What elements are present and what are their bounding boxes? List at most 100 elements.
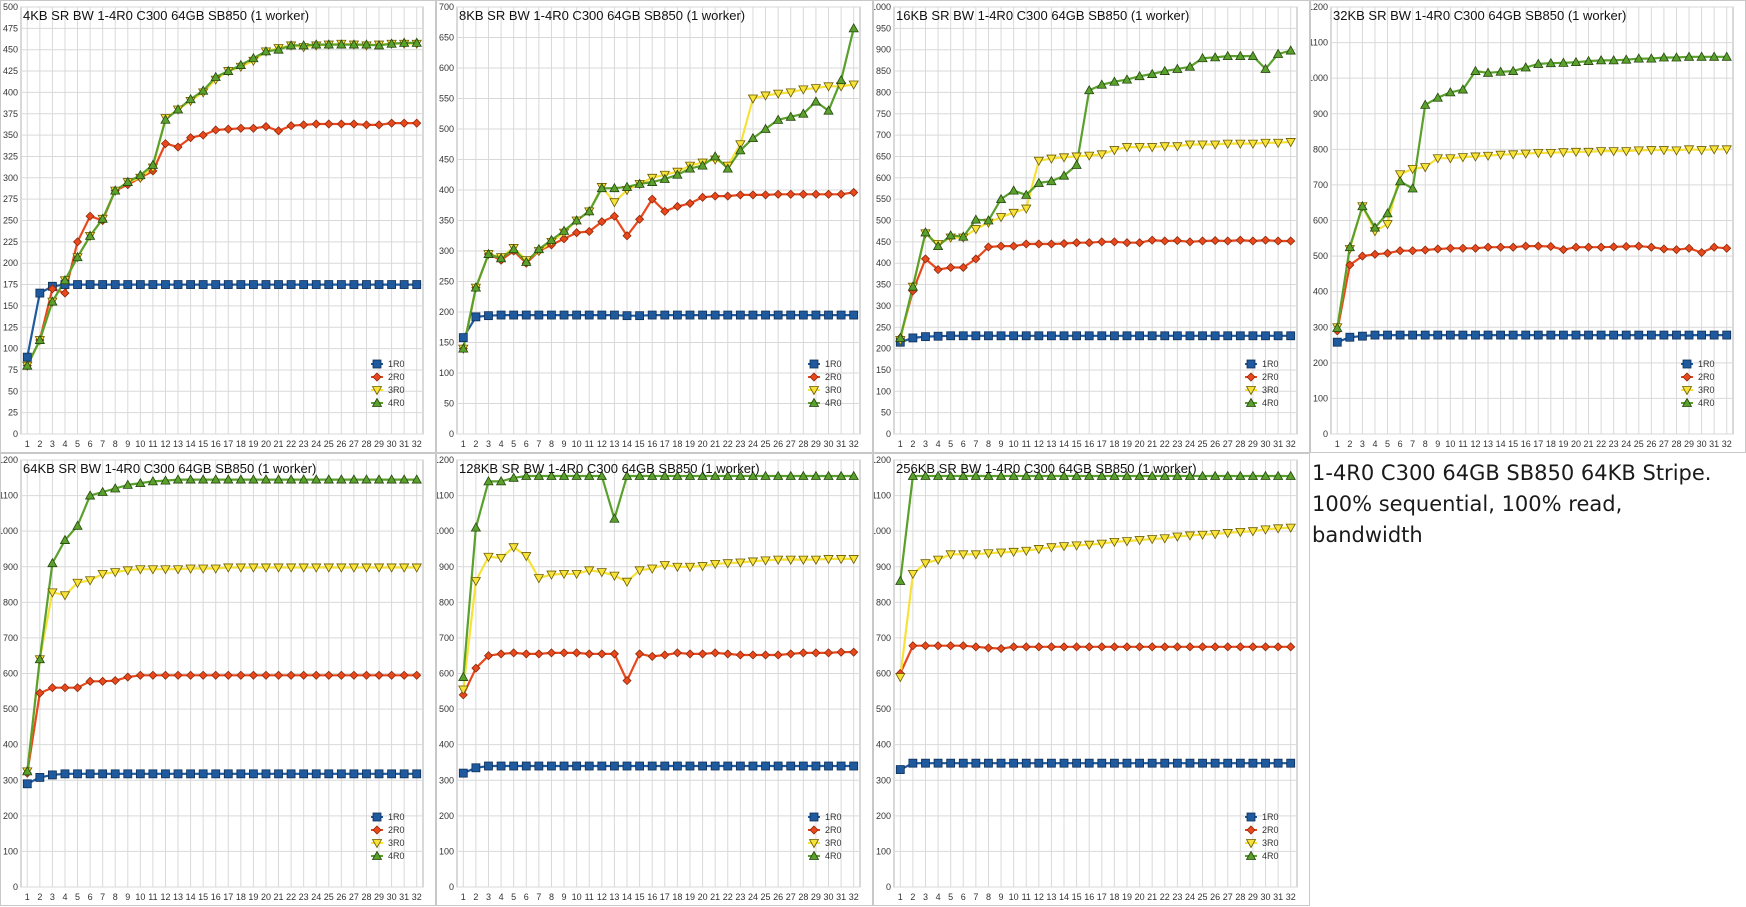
data-point-4R0	[84, 230, 96, 240]
data-point-2R0	[723, 649, 733, 659]
data-point-3R0	[1096, 150, 1107, 160]
data-point-1R0	[223, 280, 233, 289]
data-point-2R0	[760, 650, 771, 660]
data-point-4R0	[1096, 470, 1107, 480]
data-point-4R0	[1109, 470, 1120, 480]
x-tick-label: 22	[723, 892, 733, 902]
data-point-2R0	[748, 190, 758, 200]
x-tick-label: 4	[62, 892, 67, 902]
data-point-4R0	[546, 470, 557, 480]
data-point-3R0	[1533, 148, 1544, 159]
chart-svg: 0 100 200 300 400 500 600 700 800 900 1000 1100 1200…	[1311, 2, 1734, 449]
data-point-3R0	[1184, 140, 1196, 150]
chart-svg: 0 50 100 150 200 250 300 350 400 450 500 550 600 650 7…	[439, 2, 861, 449]
data-point-4R0	[1247, 50, 1259, 61]
data-point-4R0	[348, 474, 360, 484]
data-point-2R0	[1147, 235, 1157, 245]
data-point-4R0	[895, 575, 906, 585]
data-point-2R0	[98, 676, 108, 686]
x-tick-label: 30	[1261, 439, 1271, 449]
x-tick-label: 27	[1223, 892, 1233, 902]
data-point-1R0	[1273, 331, 1283, 341]
y-tick-label: 950	[876, 23, 891, 33]
x-tick-label: 13	[609, 439, 619, 449]
data-point-2R0	[1546, 241, 1556, 252]
x-tick-label: 26	[1210, 892, 1220, 902]
x-tick-label: 11	[1022, 892, 1031, 902]
data-point-4R0	[1222, 50, 1233, 61]
data-point-4R0	[1146, 68, 1158, 78]
y-tick-label: 150	[439, 338, 454, 348]
data-point-1R0	[1646, 330, 1656, 340]
data-point-3R0	[1109, 537, 1120, 548]
series-points-3R0	[895, 523, 1296, 683]
data-point-2R0	[836, 189, 846, 199]
data-point-3R0	[1159, 534, 1170, 544]
data-point-1R0	[622, 761, 632, 771]
y-tick-label: 900	[439, 562, 454, 572]
data-point-4R0	[1159, 65, 1170, 75]
x-tick-label: 3	[50, 892, 55, 902]
x-tick-label: 12	[597, 892, 607, 902]
data-point-1R0	[836, 761, 846, 771]
legend-marker-2R0	[1246, 372, 1256, 382]
data-point-1R0	[723, 761, 733, 771]
data-point-1R0	[1496, 330, 1505, 340]
x-tick-label: 27	[786, 892, 796, 902]
x-tick-label: 13	[1483, 439, 1493, 449]
data-point-4R0	[1071, 159, 1082, 169]
data-point-2R0	[572, 648, 582, 658]
x-tick-label: 6	[524, 439, 529, 449]
data-point-2R0	[399, 670, 409, 680]
data-point-4R0	[483, 476, 494, 486]
data-point-4R0	[1369, 222, 1381, 232]
data-point-2R0	[609, 649, 619, 659]
x-tick-label: 19	[248, 439, 258, 449]
data-point-3R0	[1021, 546, 1032, 557]
data-point-2R0	[299, 670, 309, 680]
data-point-1R0	[484, 311, 493, 321]
data-point-1R0	[1709, 330, 1719, 340]
data-point-4R0	[470, 282, 482, 292]
data-point-4R0	[260, 46, 272, 56]
data-point-2R0	[223, 670, 233, 680]
legend-label: 3R0	[825, 838, 842, 848]
x-tick-label: 24	[1621, 439, 1631, 449]
data-point-3R0	[1721, 145, 1732, 155]
data-point-4R0	[84, 490, 96, 500]
x-tick-label: 20	[1571, 439, 1581, 449]
data-point-1R0	[1546, 330, 1556, 340]
x-tick-label: 3	[923, 892, 928, 902]
data-point-4R0	[1260, 63, 1271, 73]
x-tick-label: 17	[1533, 439, 1543, 449]
data-point-4R0	[810, 96, 822, 106]
data-point-1R0	[110, 280, 120, 289]
data-point-1R0	[374, 769, 384, 779]
y-tick-label: 600	[3, 669, 18, 679]
y-tick-label: 450	[876, 237, 891, 247]
data-point-2R0	[811, 189, 821, 199]
data-point-4R0	[1344, 241, 1356, 252]
x-tick-label: 1	[898, 439, 903, 449]
data-point-4R0	[1222, 470, 1233, 480]
x-tick-label: 8	[549, 439, 554, 449]
y-tick-label: 850	[876, 66, 891, 76]
data-point-3R0	[1432, 154, 1443, 164]
data-point-1R0	[610, 761, 619, 771]
data-point-3R0	[558, 569, 570, 580]
data-point-3R0	[1621, 147, 1632, 157]
y-tick-label: 250	[876, 322, 891, 332]
y-tick-label: 325	[3, 151, 18, 161]
data-point-1R0	[98, 769, 108, 779]
data-point-1R0	[399, 769, 409, 779]
data-point-3R0	[411, 563, 422, 573]
x-tick-label: 31	[1273, 892, 1283, 902]
data-point-1R0	[1122, 331, 1132, 341]
x-tick-label: 31	[1273, 439, 1283, 449]
data-point-2R0	[361, 120, 372, 130]
data-point-2R0	[1408, 246, 1418, 256]
data-point-4R0	[995, 193, 1007, 204]
data-point-3R0	[722, 559, 733, 569]
data-point-4R0	[810, 470, 822, 480]
data-point-1R0	[324, 280, 334, 289]
